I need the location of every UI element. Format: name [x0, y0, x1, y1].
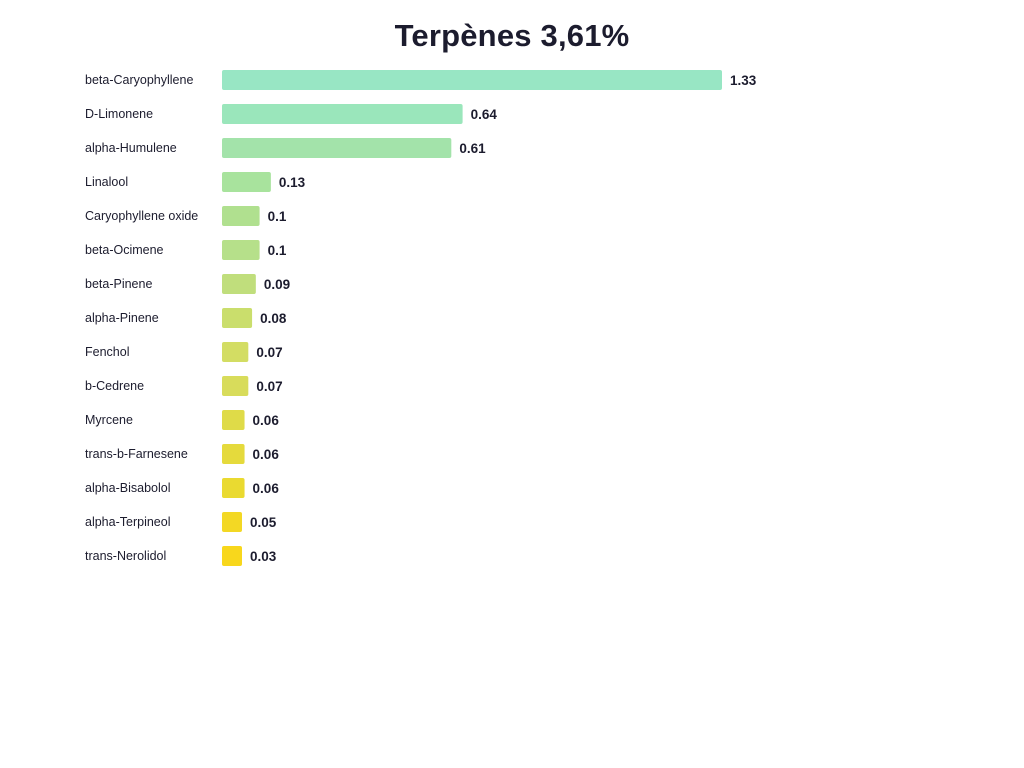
bar — [222, 478, 245, 498]
category-label: alpha-Pinene — [85, 311, 159, 325]
value-label: 0.06 — [253, 413, 280, 428]
value-label: 0.1 — [268, 209, 287, 224]
category-label: Caryophyllene oxide — [85, 209, 198, 223]
category-label: Myrcene — [85, 413, 133, 427]
value-label: 0.06 — [253, 447, 280, 462]
bar — [222, 342, 249, 362]
bar — [222, 274, 256, 294]
bar — [222, 410, 245, 430]
bar — [222, 172, 271, 192]
value-label: 1.33 — [730, 73, 757, 88]
category-label: alpha-Terpineol — [85, 515, 170, 529]
category-label: b-Cedrene — [85, 379, 144, 393]
bar — [222, 206, 260, 226]
category-label: Fenchol — [85, 345, 129, 359]
value-label: 0.1 — [268, 243, 287, 258]
category-label: beta-Ocimene — [85, 243, 164, 257]
category-label: trans-Nerolidol — [85, 549, 166, 563]
bar — [222, 546, 242, 566]
chart-title: Terpènes 3,61% — [394, 18, 630, 53]
category-label: beta-Pinene — [85, 277, 152, 291]
category-label: trans-b-Farnesene — [85, 447, 188, 461]
bar — [222, 70, 722, 90]
value-label: 0.05 — [250, 515, 277, 530]
value-label: 0.07 — [256, 379, 282, 394]
bar — [222, 376, 249, 396]
bar — [222, 512, 242, 532]
bar — [222, 444, 245, 464]
value-label: 0.03 — [250, 549, 277, 564]
bar — [222, 104, 463, 124]
value-label: 0.09 — [264, 277, 290, 292]
bar — [222, 308, 253, 328]
category-label: beta-Caryophyllene — [85, 73, 193, 87]
value-label: 0.08 — [260, 311, 287, 326]
value-label: 0.13 — [279, 175, 306, 190]
value-label: 0.64 — [471, 107, 498, 122]
category-label: alpha-Humulene — [85, 141, 177, 155]
bar — [222, 138, 452, 158]
value-label: 0.07 — [256, 345, 282, 360]
value-label: 0.61 — [459, 141, 486, 156]
category-label: D-Limonene — [85, 107, 153, 121]
category-label: alpha-Bisabolol — [85, 481, 170, 495]
bar — [222, 240, 260, 260]
value-label: 0.06 — [253, 481, 280, 496]
category-label: Linalool — [85, 175, 128, 189]
